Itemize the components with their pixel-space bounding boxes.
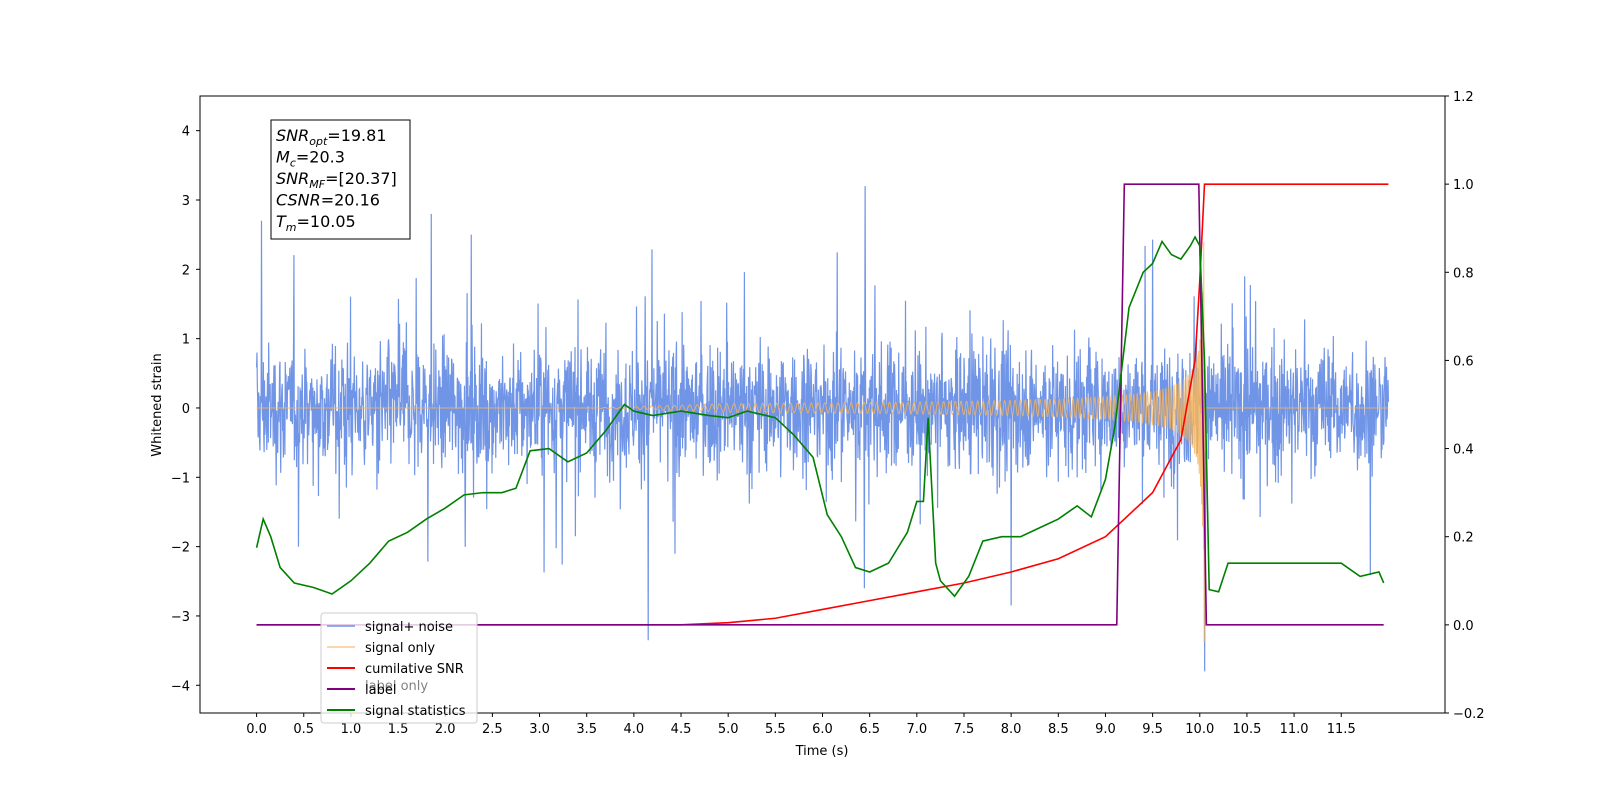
legend-entry-label: label [365,683,396,698]
x-tick-label: 2.0 [435,722,456,737]
x-tick-label: 5.5 [765,722,786,737]
x-tick-label: 4.5 [671,722,692,737]
legend-entry-label: signal statistics [365,704,466,719]
x-tick-label: 5.0 [718,722,739,737]
x-tick-label: 11.0 [1280,722,1309,737]
x-tick-label: 10.0 [1185,722,1214,737]
x-tick-label: 9.5 [1142,722,1163,737]
x-tick-label: 4.0 [624,722,645,737]
y-left-tick-label: 0 [182,402,190,417]
x-tick-label: 0.0 [246,722,267,737]
series-label [256,183,1384,626]
y-left-tick-label: 3 [182,194,190,209]
y-left-tick-label: 2 [182,263,190,278]
y-left-tick-label: −3 [171,610,190,625]
y-left-tick-label: −4 [171,679,190,694]
legend-entry-label: signal only [365,641,435,656]
x-tick-label: 0.5 [293,722,314,737]
annotation-line: Tm=10.05 [276,212,356,234]
legend-frame [320,612,478,724]
x-tick-label: 1.0 [341,722,362,737]
series-signal-statistics [255,235,1385,598]
ticks: 0.0 0.5 1.0 1.5 2.0 2.5 3.0 3.5 4.0 4.5 5.0 5.5 6.0 6… [171,90,1485,737]
x-tick-label: 3.5 [576,722,597,737]
y-right-tick-label: 1.0 [1453,178,1474,193]
series-signal-noise [255,186,1390,672]
y-right-tick-label: 0.0 [1453,619,1474,634]
legend-entry-label: cumilative SNR [365,662,464,677]
y-right-tick-label: 1.2 [1453,90,1474,105]
x-tick-label: 3.0 [529,722,550,737]
annotation-line: CSNR=20.16 [276,191,380,210]
x-tick-label: 2.5 [482,722,503,737]
annotation-frame [270,119,411,240]
x-tick-label: 8.0 [1001,722,1022,737]
legend-hidden-entry: label only [365,679,428,694]
x-axis-label: Time (s) [795,744,849,759]
annotation-box: SNRopt=19.81Mc=20.3SNRMF=[20.37]CSNR=20.… [270,119,411,240]
y-right-tick-label: −0.2 [1453,707,1485,722]
series-cumulative-snr [256,183,1389,626]
y-right-tick-label: 0.6 [1453,354,1474,369]
annotation-line: SNRopt=19.81 [276,126,387,148]
x-tick-label: 7.0 [906,722,927,737]
annotation-line: SNRMF=[20.37] [276,169,397,191]
y-left-tick-label: −2 [171,541,190,556]
x-tick-label: 11.5 [1327,722,1356,737]
x-tick-label: 6.0 [812,722,833,737]
plot-area [255,183,1390,672]
x-tick-label: 8.5 [1048,722,1069,737]
y-axis-label: Whitened strain [150,353,165,456]
x-tick-label: 1.5 [388,722,409,737]
y-left-tick-label: 1 [182,333,190,348]
y-right-tick-label: 0.8 [1453,266,1474,281]
x-tick-label: 6.5 [859,722,880,737]
legend-entry-label: signal+ noise [365,620,453,635]
y-left-tick-label: 4 [182,125,190,140]
y-right-tick-label: 0.2 [1453,531,1474,546]
annotation-line: Mc=20.3 [276,148,345,170]
series-signal-only [256,242,1389,642]
legend: label only signal+ noise signal only cumila… [320,612,478,724]
x-tick-label: 7.5 [954,722,975,737]
x-tick-label: 9.0 [1095,722,1116,737]
x-tick-label: 10.5 [1232,722,1261,737]
y-left-tick-label: −1 [171,471,190,486]
y-right-tick-label: 0.4 [1453,443,1474,458]
